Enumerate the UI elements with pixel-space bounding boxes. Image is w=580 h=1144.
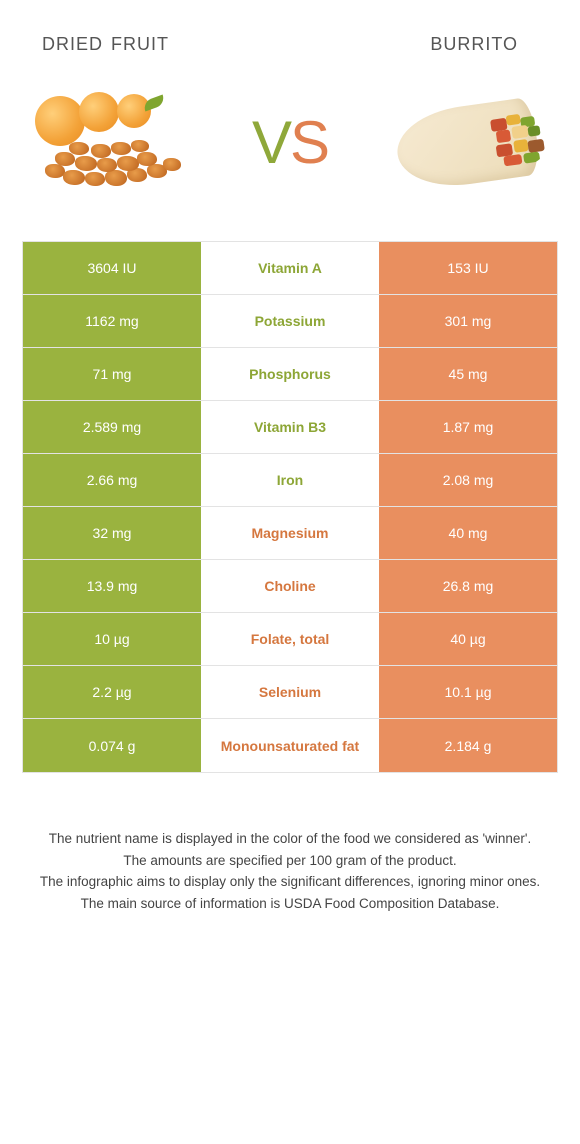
table-row: 2.2 µgSelenium10.1 µg — [23, 666, 557, 719]
right-value: 40 mg — [379, 507, 557, 559]
vs-label: VS — [252, 108, 328, 177]
table-row: 32 mgMagnesium40 mg — [23, 507, 557, 560]
left-food-image — [28, 87, 198, 197]
nutrient-label: Phosphorus — [201, 348, 379, 400]
table-row: 10 µgFolate, total40 µg — [23, 613, 557, 666]
note-line: The infographic aims to display only the… — [34, 872, 546, 892]
nutrient-label: Potassium — [201, 295, 379, 347]
left-value: 3604 IU — [23, 242, 201, 294]
right-value: 1.87 mg — [379, 401, 557, 453]
burrito-icon — [387, 92, 547, 192]
nutrient-label: Magnesium — [201, 507, 379, 559]
table-row: 71 mgPhosphorus45 mg — [23, 348, 557, 401]
left-value: 0.074 g — [23, 719, 201, 772]
nutrient-table: 3604 IUVitamin A153 IU1162 mgPotassium30… — [22, 241, 558, 773]
nutrient-label: Choline — [201, 560, 379, 612]
left-value: 32 mg — [23, 507, 201, 559]
vs-row: VS — [22, 87, 558, 197]
nutrient-label: Folate, total — [201, 613, 379, 665]
nutrient-label: Selenium — [201, 666, 379, 718]
table-row: 3604 IUVitamin A153 IU — [23, 242, 557, 295]
note-line: The nutrient name is displayed in the co… — [34, 829, 546, 849]
right-food-title: burrito — [430, 28, 518, 57]
table-row: 13.9 mgCholine26.8 mg — [23, 560, 557, 613]
left-value: 10 µg — [23, 613, 201, 665]
left-value: 2.2 µg — [23, 666, 201, 718]
table-row: 0.074 gMonounsaturated fat2.184 g — [23, 719, 557, 772]
vs-v: V — [252, 108, 290, 177]
right-value: 301 mg — [379, 295, 557, 347]
right-value: 40 µg — [379, 613, 557, 665]
right-food-image — [382, 87, 552, 197]
table-row: 2.66 mgIron2.08 mg — [23, 454, 557, 507]
nutrient-label: Vitamin B3 — [201, 401, 379, 453]
vs-s: S — [290, 108, 328, 177]
left-value: 1162 mg — [23, 295, 201, 347]
note-line: The amounts are specified per 100 gram o… — [34, 851, 546, 871]
table-row: 1162 mgPotassium301 mg — [23, 295, 557, 348]
nutrient-label: Iron — [201, 454, 379, 506]
nutrient-label: Monounsaturated fat — [201, 719, 379, 772]
left-value: 2.66 mg — [23, 454, 201, 506]
right-value: 2.184 g — [379, 719, 557, 772]
table-row: 2.589 mgVitamin B31.87 mg — [23, 401, 557, 454]
titles-row: dried fruit burrito — [22, 28, 558, 57]
left-value: 13.9 mg — [23, 560, 201, 612]
right-value: 26.8 mg — [379, 560, 557, 612]
left-value: 71 mg — [23, 348, 201, 400]
right-value: 45 mg — [379, 348, 557, 400]
right-value: 10.1 µg — [379, 666, 557, 718]
notes-block: The nutrient name is displayed in the co… — [22, 829, 558, 913]
left-food-title: dried fruit — [42, 28, 169, 57]
right-value: 2.08 mg — [379, 454, 557, 506]
left-value: 2.589 mg — [23, 401, 201, 453]
dried-fruit-icon — [33, 92, 193, 192]
nutrient-label: Vitamin A — [201, 242, 379, 294]
note-line: The main source of information is USDA F… — [34, 894, 546, 914]
right-value: 153 IU — [379, 242, 557, 294]
